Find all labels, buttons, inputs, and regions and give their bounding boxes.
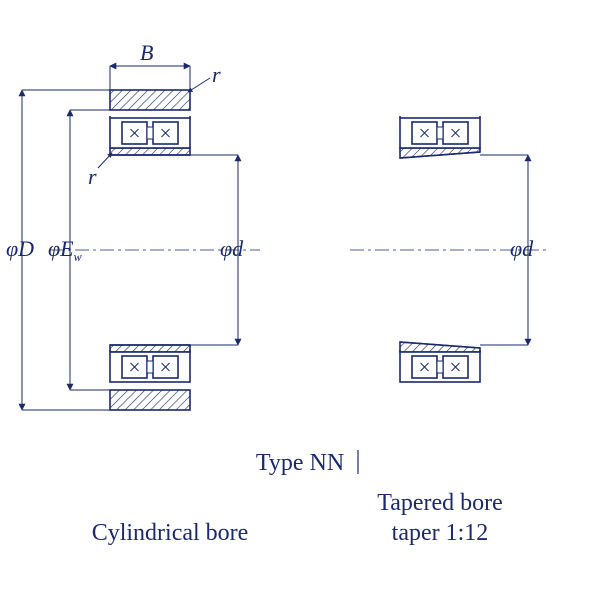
- outer-ring-section: [110, 390, 190, 410]
- caption-tapered-bore-1: Tapered bore: [377, 490, 503, 516]
- inner-ring-section: [110, 345, 190, 352]
- cage-bar: [147, 361, 153, 373]
- caption-tapered-bore-2: taper 1:12: [392, 520, 489, 546]
- label-phi-d-left: φd: [220, 236, 244, 261]
- cage-bar: [437, 361, 443, 373]
- captions: Type NN Cylindrical bore Tapered bore taper…: [92, 450, 503, 546]
- outer-ring-section: [110, 90, 190, 110]
- label-r-left: r: [88, 164, 97, 189]
- cage-bar: [147, 127, 153, 139]
- r-leader: [98, 153, 112, 168]
- label-phi-Ew: φEw: [48, 236, 82, 264]
- label-phi-d-right: φd: [510, 236, 534, 261]
- label-phi-Ew-sub: w: [74, 250, 82, 264]
- caption-cylindrical-bore: Cylindrical bore: [92, 520, 249, 546]
- inner-ring-section: [110, 148, 190, 155]
- label-r-top: r: [212, 62, 221, 87]
- label-B: B: [140, 40, 153, 65]
- r-leader: [188, 78, 210, 92]
- caption-type: Type NN: [256, 450, 344, 476]
- label-phi-D: φD: [6, 236, 34, 261]
- cage-bar: [437, 127, 443, 139]
